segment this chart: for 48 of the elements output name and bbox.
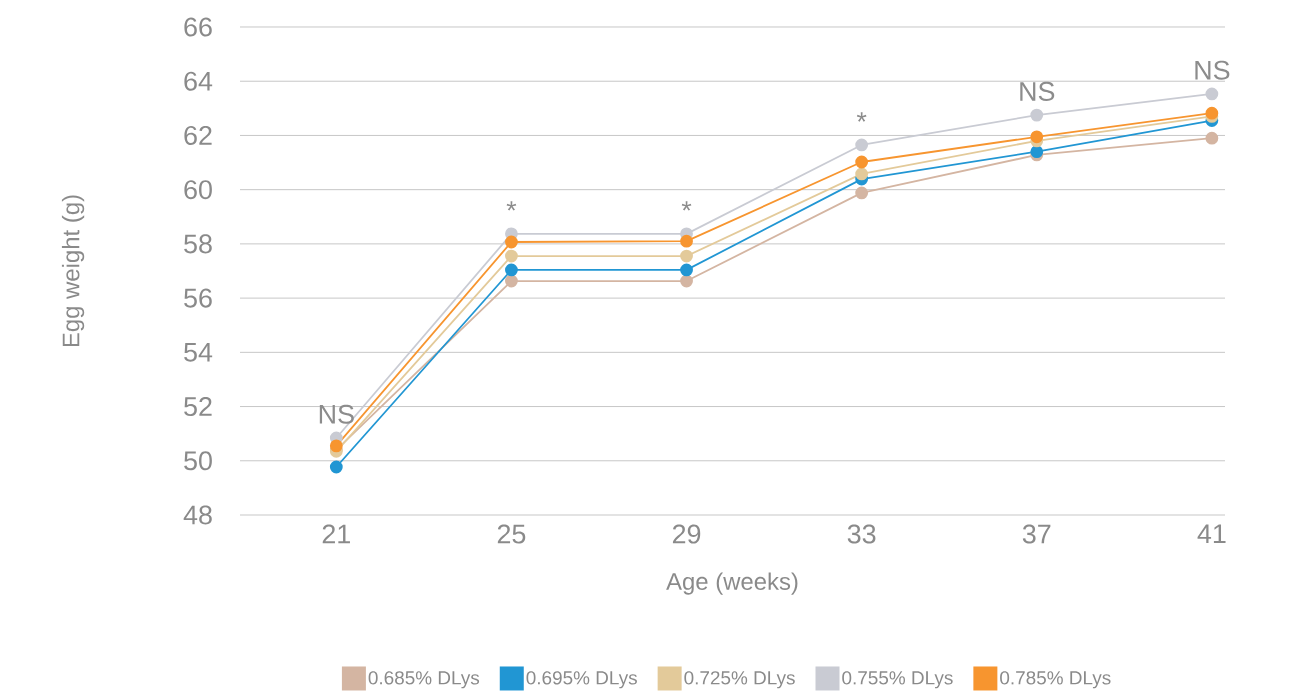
x-tick-label: 21 [322, 524, 350, 544]
x-tick-label: 25 [497, 524, 526, 544]
annotation: * [681, 201, 692, 211]
y-tick-label: 50 [184, 451, 212, 471]
point [680, 249, 693, 263]
point [855, 138, 869, 152]
point [855, 155, 869, 169]
y-tick-label: 52 [184, 397, 212, 417]
x-tick-label: 37 [1022, 524, 1051, 544]
point [1030, 108, 1044, 122]
x-tick-label: 41 [1197, 524, 1226, 544]
legend-label: 0.725% DLys [684, 671, 795, 689]
y-tick-label: 56 [184, 288, 212, 308]
annotation: * [506, 201, 517, 211]
point [505, 263, 518, 277]
y-tick-label: 58 [184, 234, 212, 254]
y-tick-label: 66 [184, 17, 212, 37]
y-tick-label: 54 [184, 342, 213, 362]
y-tick-label: 48 [183, 505, 212, 525]
legend-label: 0.755% DLys [842, 671, 953, 689]
annotation: NS [319, 404, 354, 424]
point [1205, 131, 1219, 145]
point [329, 460, 343, 474]
point [505, 235, 518, 249]
y-axis-title: Egg weight (g) [61, 195, 85, 347]
annotation: * [856, 112, 867, 122]
legend-label: 0.695% DLys [526, 671, 637, 689]
y-tick-label: 62 [184, 125, 212, 145]
point [1205, 106, 1219, 120]
point [855, 167, 869, 181]
point [329, 439, 343, 453]
legend-label: 0.785% DLys [1000, 671, 1111, 689]
x-axis-title: Age (weeks) [666, 572, 798, 595]
point [680, 263, 693, 277]
annotation: NS [1020, 81, 1055, 101]
point [1205, 87, 1219, 101]
point [505, 249, 518, 263]
x-tick-label: 33 [847, 524, 876, 544]
point [680, 274, 693, 288]
point [505, 274, 518, 288]
y-tick-label: 60 [184, 180, 212, 200]
legend-label: 0.685% DLys [368, 671, 480, 689]
point [1030, 130, 1044, 144]
annotation: NS [1195, 60, 1230, 80]
x-tick-label: 29 [672, 524, 701, 544]
y-tick-label: 64 [184, 71, 213, 91]
point [680, 234, 693, 248]
point [855, 186, 869, 200]
